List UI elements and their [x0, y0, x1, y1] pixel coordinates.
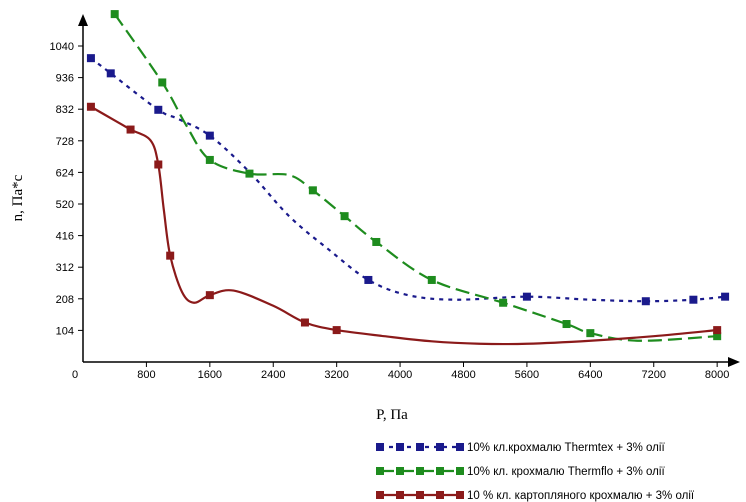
series-1-line [90, 57, 726, 303]
legend-marker-1 [416, 443, 424, 451]
series-3-line [90, 105, 718, 346]
series-3-point [205, 291, 214, 300]
x-axis-arrow [728, 357, 740, 367]
y-tick-label: 104 [56, 325, 74, 337]
y-tick-label: 312 [56, 262, 74, 274]
series-3-point [126, 125, 135, 134]
y-tick-label: 1040 [50, 41, 74, 53]
series-layer [86, 10, 730, 346]
x-tick-label: 800 [137, 369, 155, 381]
legend-marker-2 [376, 467, 384, 475]
legend-marker-2 [396, 467, 404, 475]
series-2-point [427, 275, 436, 284]
y-axis-title: n, Па*с [10, 174, 26, 221]
series-1-point [154, 105, 163, 114]
x-tick-label: 4000 [388, 369, 412, 381]
series-2-point [499, 298, 508, 307]
series-1-point [364, 275, 373, 284]
x-tick-label: 6400 [578, 369, 602, 381]
series-2-point [713, 332, 722, 341]
x-tick-label: 2400 [261, 369, 285, 381]
series-2-point [340, 212, 349, 221]
legend-marker-3 [416, 491, 424, 499]
series-1 [86, 54, 730, 306]
y-tick-label: 936 [56, 73, 74, 85]
x-tick-label: 8000 [705, 369, 729, 381]
x-tick-label: 0 [72, 369, 78, 381]
series-2-point [245, 169, 254, 178]
series-1-point [205, 131, 214, 140]
y-axis-ticks: 104 208 312 416 520 624 728 832 936 1040 [50, 41, 83, 337]
x-axis-ticks: 0 800 1600 2400 3200 4000 4800 5600 6400 7200 8000 [72, 362, 729, 381]
legend-marker-1 [456, 443, 464, 451]
y-axis-arrow [78, 14, 88, 26]
legend-marker-1 [376, 443, 384, 451]
y-tick-label: 624 [56, 167, 74, 179]
series-3-point [86, 102, 95, 111]
x-tick-label: 7200 [642, 369, 666, 381]
legend-label-1: 10% кл.крохмалю Thermtex + 3% олії [467, 442, 665, 454]
legend-marker-2 [416, 467, 424, 475]
series-2-point [562, 320, 571, 329]
series-2-point [205, 155, 214, 164]
series-1-point [641, 297, 650, 306]
legend-label-2: 10% кл. крохмалю Thermflo + 3% олії [467, 466, 665, 478]
legend-label-3: 10 % кл. картопляного крохмалю + 3% олії [467, 490, 695, 502]
series-3 [86, 102, 722, 346]
series-1-point [106, 69, 115, 78]
legend-marker-1 [396, 443, 404, 451]
series-2-point [586, 329, 595, 338]
legend-marker-3 [436, 491, 444, 499]
series-3-point [154, 160, 163, 169]
x-tick-label: 5600 [515, 369, 539, 381]
legend: 10% кл.крохмалю Thermtex + 3% олії 10% кл… [376, 442, 695, 502]
x-axis-title: P, Па [376, 407, 408, 423]
y-tick-label: 728 [56, 136, 74, 148]
x-tick-label: 4800 [451, 369, 475, 381]
series-2-line [113, 13, 718, 342]
y-tick-label: 416 [56, 231, 74, 243]
series-2-point [110, 10, 119, 19]
legend-marker-2 [456, 467, 464, 475]
series-1-point [721, 292, 730, 301]
legend-marker-3 [396, 491, 404, 499]
legend-marker-3 [376, 491, 384, 499]
legend-marker-2 [436, 467, 444, 475]
series-3-point [166, 251, 175, 260]
series-2-point [158, 78, 167, 87]
y-tick-label: 520 [56, 199, 74, 211]
legend-marker-3 [456, 491, 464, 499]
series-2-point [308, 186, 317, 195]
series-3-point [713, 326, 722, 335]
series-3-point [300, 318, 309, 327]
series-1-point [689, 295, 698, 304]
x-tick-label: 3200 [324, 369, 348, 381]
legend-marker-1 [436, 443, 444, 451]
x-tick-label: 1600 [198, 369, 222, 381]
series-2-point [372, 237, 381, 246]
series-2 [110, 10, 722, 342]
y-tick-label: 208 [56, 294, 74, 306]
series-3-point [332, 326, 341, 335]
series-1-point [522, 292, 531, 301]
series-1-point [86, 54, 95, 63]
axes [78, 14, 740, 367]
y-tick-label: 832 [56, 104, 74, 116]
